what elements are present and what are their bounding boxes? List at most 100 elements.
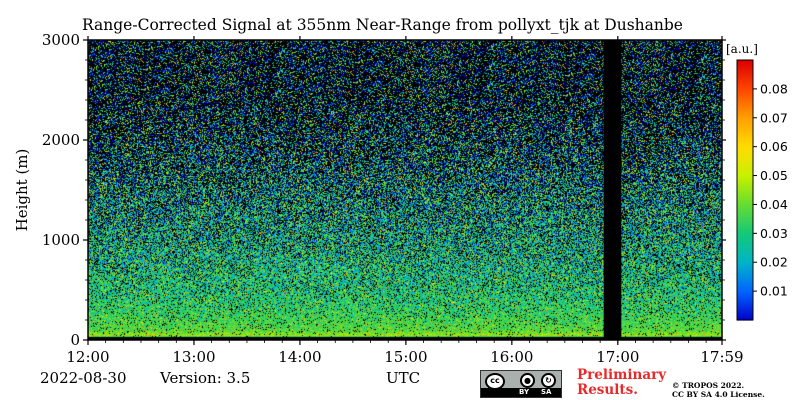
colorbar-segment (737, 154, 753, 157)
colorbar-segment (737, 252, 753, 255)
y-axis-label: Height (m) (13, 148, 31, 232)
colorbar-segment (737, 166, 753, 169)
cc-badge-strip (481, 388, 561, 397)
colorbar-segment (737, 244, 753, 247)
x-tick-label: 14:00 (278, 348, 321, 366)
colorbar-segment (737, 180, 753, 183)
colorbar-segment (737, 302, 753, 305)
colorbar-segment (737, 140, 753, 143)
colorbar-segment (737, 118, 753, 121)
colorbar-segment (737, 216, 753, 219)
colorbar-segment (737, 94, 753, 97)
colorbar-segment (737, 296, 753, 299)
colorbar-segment (737, 288, 753, 291)
colorbar-segment (737, 102, 753, 105)
data-gap (603, 40, 622, 340)
colorbar-segment (737, 208, 753, 211)
colorbar-segment (737, 278, 753, 281)
colorbar-segment (737, 224, 753, 227)
colorbar-segment (737, 230, 753, 233)
sa-share-icon: ↻ (541, 373, 556, 388)
colorbar-segment (737, 92, 753, 95)
colorbar-segment (737, 78, 753, 81)
colorbar-segment (737, 84, 753, 87)
colorbar-segment (737, 176, 753, 179)
colorbar-segment (737, 232, 753, 235)
colorbar-segment (737, 170, 753, 173)
colorbar-segment (737, 192, 753, 195)
colorbar-segment (737, 64, 753, 67)
by-person-icon: ● (520, 373, 535, 388)
colorbar-segment (737, 198, 753, 201)
colorbar-segment (737, 96, 753, 99)
colorbar-segment (737, 72, 753, 75)
colorbar-segment (737, 310, 753, 313)
plot-frame (87, 39, 723, 341)
colorbar-segment (737, 206, 753, 209)
y-tick-label: 1000 (42, 231, 80, 249)
colorbar-segment (737, 146, 753, 149)
colorbar-segment (737, 114, 753, 117)
colorbar-segment (737, 62, 753, 65)
colorbar-tick-label: 0.03 (760, 226, 788, 241)
colorbar-segment (737, 104, 753, 107)
heatmap-image (88, 40, 722, 340)
colorbar-tick-label: 0.04 (760, 197, 788, 212)
colorbar-segment (737, 214, 753, 217)
colorbar-segment (737, 218, 753, 221)
colorbar-tick-label: 0.05 (760, 168, 788, 183)
colorbar-segment (737, 196, 753, 199)
colorbar-segment (737, 88, 753, 91)
colorbar-segment (737, 60, 753, 63)
x-tick-label: 17:00 (596, 348, 639, 366)
colorbar-unit: [a.u.] (726, 42, 758, 56)
colorbar-segment (737, 234, 753, 237)
colorbar: 0.01 0.02 0.03 0.04 0.05 0.06 0.07 0.08 (736, 59, 788, 321)
x-axis-label: UTC (386, 369, 421, 387)
colorbar-segment (737, 82, 753, 85)
colorbar-segment (737, 202, 753, 205)
colorbar-segment (737, 184, 753, 187)
colorbar-segment (737, 200, 753, 203)
x-axis: 12:00 13:00 14:00 15:00 16:00 17:00 17:59 (66, 36, 744, 366)
colorbar-tick-label: 0.06 (760, 139, 788, 154)
x-tick-label: 13:00 (172, 348, 215, 366)
colorbar-segment (737, 188, 753, 191)
colorbar-segment (737, 74, 753, 77)
colorbar-segment (737, 318, 753, 321)
colorbar-segment (737, 262, 753, 265)
colorbar-segment (737, 248, 753, 251)
chart-title: Range-Corrected Signal at 355nm Near-Ran… (82, 16, 683, 34)
colorbar-segment (737, 254, 753, 257)
colorbar-segment (737, 268, 753, 271)
colorbar-segment (737, 164, 753, 167)
colorbar-segment (737, 160, 753, 163)
colorbar-segment (737, 298, 753, 301)
colorbar-segment (737, 292, 753, 295)
colorbar-frame (736, 59, 754, 321)
colorbar-segment (737, 190, 753, 193)
colorbar-segment (737, 66, 753, 69)
colorbar-segment (737, 272, 753, 275)
colorbar-segment (737, 136, 753, 139)
colorbar-segment (737, 250, 753, 253)
colorbar-segment (737, 120, 753, 123)
x-tick-label: 17:59 (700, 348, 743, 366)
colorbar-segment (737, 238, 753, 241)
colorbar-segment (737, 242, 753, 245)
colorbar-segment (737, 112, 753, 115)
colorbar-segment (737, 162, 753, 165)
colorbar-segment (737, 124, 753, 127)
colorbar-segment (737, 100, 753, 103)
colorbar-segment (737, 266, 753, 269)
colorbar-segment (737, 286, 753, 289)
colorbar-segment (737, 76, 753, 79)
colorbar-segment (737, 108, 753, 111)
colorbar-segment (737, 316, 753, 319)
preliminary-line-1: Preliminary (577, 367, 667, 383)
colorbar-segment (737, 210, 753, 213)
colorbar-segment (737, 258, 753, 261)
footer-version: Version: 3.5 (160, 369, 251, 387)
cc-license-badge: cc ● ↻ BY SA (480, 370, 562, 398)
colorbar-segment (737, 228, 753, 231)
